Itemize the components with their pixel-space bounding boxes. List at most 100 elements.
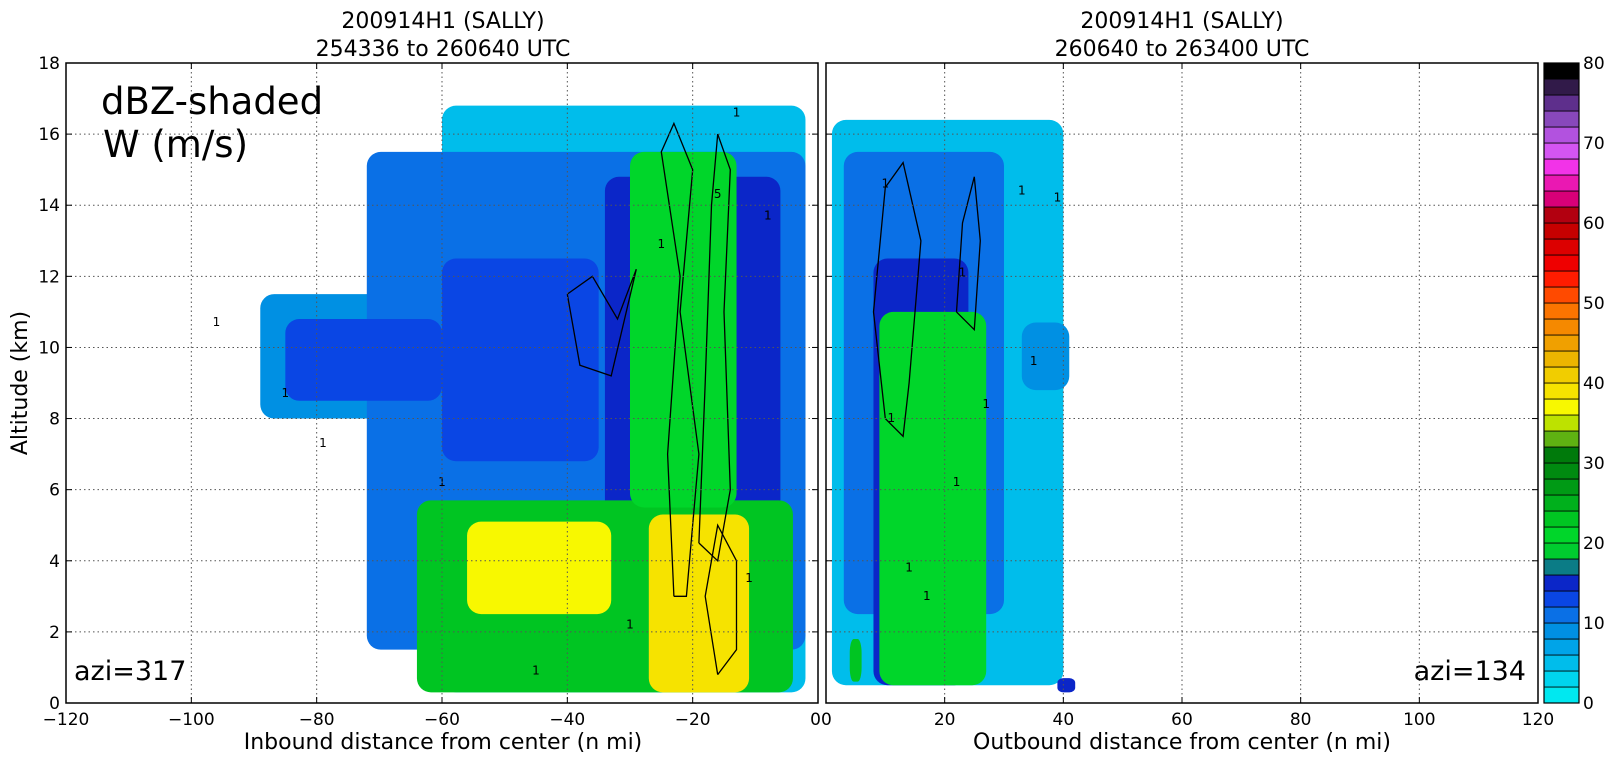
contour-label: 1 — [1054, 191, 1062, 205]
w-contour-line — [872, 161, 922, 438]
x-tick-label: 120 — [1522, 710, 1554, 730]
colorbar-cell — [1543, 174, 1580, 192]
contour-label: 1 — [1018, 184, 1026, 198]
colorbar-cell — [1543, 670, 1580, 688]
colorbar-cell — [1543, 526, 1580, 544]
x-tick-label: 0 — [821, 710, 832, 730]
colorbar-cell — [1543, 382, 1580, 400]
colorbar-ticks: 0 10 20 30 40 50 60 70 80 — [1583, 54, 1605, 714]
colorbar-cell — [1543, 302, 1580, 320]
right-x-ticks: 0 20 40 60 80 100 120 — [821, 63, 1554, 730]
colorbar-cell — [1543, 270, 1580, 288]
x-tick-label: 80 — [1290, 710, 1312, 730]
x-tick-label: 20 — [934, 710, 956, 730]
dbz-region — [879, 311, 987, 686]
colorbar-cell — [1543, 510, 1580, 528]
colorbar-frame — [1543, 62, 1580, 704]
x-tick-label: −40 — [549, 710, 585, 730]
right-title: 200914H1 (SALLY) — [1080, 9, 1283, 34]
colorbar-cell — [1543, 366, 1580, 384]
left-panel: 200914H1 (SALLY) 254336 to 260640 UTC 1 1… — [8, 9, 821, 755]
x-tick-label: −100 — [168, 710, 215, 730]
colorbar-tick-label: 10 — [1583, 614, 1605, 634]
left-w-contours: 11111115111 — [213, 105, 772, 677]
dbz-region — [849, 639, 862, 682]
x-tick-label: 40 — [1053, 710, 1075, 730]
contour-label: 1 — [745, 571, 753, 585]
right-azimuth-label: azi=134 — [1414, 656, 1526, 687]
contour-label: 1 — [959, 265, 967, 279]
colorbar-tick-label: 40 — [1583, 374, 1605, 394]
right-w-contours: 1 1 1 1 1 1 1 1 1 1 — [872, 161, 1062, 603]
right-panel: 200914H1 (SALLY) 260640 to 263400 UTC 11… — [821, 9, 1554, 755]
left-azimuth-label: azi=317 — [74, 656, 186, 687]
right-grid — [826, 62, 1538, 704]
colorbar-cell — [1543, 558, 1580, 576]
colorbar-tick-label: 70 — [1583, 134, 1605, 154]
colorbar-cell — [1543, 158, 1580, 176]
w-contour-line — [566, 268, 637, 377]
colorbar-cell — [1543, 590, 1580, 608]
dbz-region — [1057, 678, 1076, 693]
contour-label: 1 — [733, 105, 741, 119]
colorbar-cell — [1543, 654, 1580, 672]
y-tick-label: 16 — [38, 125, 60, 145]
colorbar-tick-label: 0 — [1583, 694, 1594, 714]
left-subtitle: 254336 to 260640 UTC — [316, 37, 571, 62]
left-title: 200914H1 (SALLY) — [341, 9, 544, 34]
colorbar-cell — [1543, 126, 1580, 144]
colorbar-cell — [1543, 494, 1580, 512]
colorbar-cell — [1543, 318, 1580, 336]
colorbar-cell — [1543, 430, 1580, 448]
left-grid — [66, 62, 818, 704]
annotation-w-ms: W (m/s) — [103, 123, 248, 166]
y-tick-label: 14 — [38, 196, 60, 216]
colorbar-tick-label: 30 — [1583, 454, 1605, 474]
contour-label: 1 — [764, 208, 772, 222]
contour-label: 1 — [982, 397, 990, 411]
left-y-ticks: 0 2 4 6 8 10 12 14 16 18 — [38, 54, 60, 714]
w-contour-line — [660, 121, 700, 597]
contour-label: 1 — [319, 436, 327, 450]
colorbar-cell — [1543, 286, 1580, 304]
w-contour-line — [955, 176, 981, 332]
colorbar-cell — [1543, 622, 1580, 640]
contour-label: 1 — [658, 237, 666, 251]
colorbar-cell — [1543, 78, 1580, 96]
contour-label: 1 — [887, 411, 895, 425]
colorbar-cell — [1543, 478, 1580, 496]
y-tick-label: 4 — [49, 552, 60, 572]
y-tick-label: 0 — [49, 694, 60, 714]
colorbar-cell — [1543, 254, 1580, 272]
right-reflectivity-field — [831, 119, 1076, 693]
y-tick-label: 18 — [38, 54, 60, 74]
colorbar-tick-label: 50 — [1583, 294, 1605, 314]
x-tick-label: −120 — [43, 710, 90, 730]
dbz-region — [285, 319, 442, 401]
colorbar-cell — [1543, 222, 1580, 240]
colorbar-cell — [1543, 574, 1580, 592]
annotation-dbz-shaded: dBZ-shaded — [101, 80, 323, 123]
x-tick-label: 60 — [1171, 710, 1193, 730]
contour-label: 1 — [626, 617, 634, 631]
x-tick-label: −20 — [675, 710, 711, 730]
y-axis-label: Altitude (km) — [8, 311, 33, 455]
contour-label: 1 — [905, 560, 913, 574]
dbz-region — [1021, 322, 1070, 391]
contour-label: 1 — [953, 475, 961, 489]
colorbar-cell — [1543, 462, 1580, 480]
x-tick-label: 100 — [1403, 710, 1435, 730]
x-tick-label: 0 — [810, 710, 821, 730]
colorbar-cell — [1543, 638, 1580, 656]
colorbar-tick-label: 80 — [1583, 54, 1605, 74]
colorbar-cell — [1543, 686, 1580, 704]
colorbar-cell — [1543, 606, 1580, 624]
y-tick-label: 2 — [49, 623, 60, 643]
colorbar-cell — [1543, 398, 1580, 416]
contour-label: 1 — [213, 315, 221, 329]
contour-label: 1 — [923, 589, 931, 603]
dbz-region — [648, 514, 750, 693]
colorbar-cell — [1543, 446, 1580, 464]
colorbar-cell — [1543, 334, 1580, 352]
